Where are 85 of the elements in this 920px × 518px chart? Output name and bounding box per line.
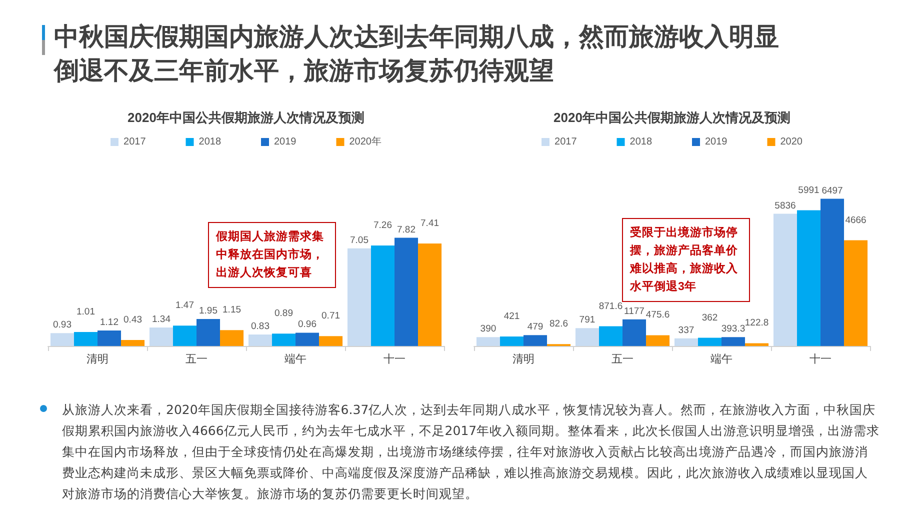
chart-title: 2020年中国公共假期旅游人次情况及预测 [128,110,364,125]
legend-label: 2018 [630,136,652,148]
bar [272,334,296,346]
bar [50,333,74,346]
bar [172,326,196,346]
bar [476,337,500,346]
bar [347,248,371,346]
x-tick-label: 端午 [284,352,306,366]
bar [121,340,145,346]
x-tick-label: 五一 [612,354,634,366]
bar [820,198,844,346]
x-tick-label: 端午 [710,352,732,366]
data-label: 0.71 [322,310,340,322]
data-label: 791 [579,314,596,326]
data-label: 475.6 [646,310,670,321]
bar [370,246,394,346]
legend-label: 2017 [124,136,146,148]
data-label: 0.43 [124,314,142,326]
data-label: 1177 [624,306,644,317]
bar [98,330,122,346]
data-label: 871.6 [598,300,623,312]
bar [773,214,797,346]
data-label: 337 [678,324,694,336]
bar [745,343,769,346]
data-label: 1.95 [199,306,218,317]
bar [722,337,746,346]
legend-label: 2020年 [349,136,382,148]
data-label: 1.12 [100,317,119,328]
bar [74,332,98,346]
x-tick-label: 清明 [86,352,108,366]
bar [698,338,722,346]
data-label: 7.41 [420,218,440,229]
data-label: 122.8 [744,318,769,329]
bar [796,210,820,346]
data-label: 479 [527,322,544,333]
data-label: 4666 [845,214,866,226]
data-label: 0.93 [52,320,72,331]
bar [418,243,442,346]
bar [524,335,548,346]
bar [500,336,524,346]
data-label: 393.3 [721,324,746,335]
bar [248,334,272,346]
data-label: 7.26 [373,220,392,232]
data-label: 7.82 [397,224,416,236]
bar [220,330,244,346]
bar [844,240,868,346]
data-label: 1.15 [222,304,242,316]
bar [319,336,343,346]
data-label: 5836 [774,200,796,212]
data-label: 7.05 [350,234,368,246]
bar [149,327,173,346]
bar [622,319,646,346]
data-label: 421 [504,310,520,322]
legend-label: 2017 [554,136,578,148]
text: 从旅游人次来看，2020年国庆假期全国接待游客6.37亿人次，达到去年同期八成水平，恢复情况较为喜人。然而，在旅游收入方面，中秋国庆假期累积国内旅游收入4666亿元人民币，约为去年七成水平，不足2017年收入额同期。整体看来，此次长假国人出游意识明显增强，出游需求集中在国内市场释放，但由于全球疫情仍处在高爆发期，出境游市场继续停摆，往年对旅游收入贡献占比较高出境游产品遇冷，而国内旅游消费业态构建尚未成形、景区大幅免票或降价、中高端度假及深度游产品稀缺，难以推高旅游交易规模。因此，此次旅游收入成绩难以显现国人对旅游市场的消费信心大举恢复。旅游市场的复苏仍需要更长时间观望。 [62,401,880,503]
legend-label: 2019 [274,136,297,148]
bar [674,338,698,346]
data-label: 362 [702,312,718,324]
bar [575,328,599,346]
data-label: 5991 [798,184,820,196]
data-label: 82.6 [550,318,568,330]
annotation: 受限于出境游市场停摆，旅游产品客单价难以推高，旅游收入水平倒退3年 [629,225,739,293]
data-label: 0.89 [274,308,293,320]
bar [196,319,220,346]
data-label: 0.96 [298,319,317,330]
chart-title: 2020年中国公共假期旅游人次情况及预测 [554,110,790,125]
legend-label: 2019 [705,136,728,148]
data-label: 0.83 [250,321,270,332]
annotation: 假期国人旅游需求集中释放在国内市场，出游人次恢复可喜 [215,229,324,279]
bar [394,238,418,346]
bar [646,335,670,346]
legend-label: 2018 [198,136,222,148]
x-tick-label: 清明 [512,352,534,366]
bar [598,326,622,346]
x-tick-label: 十一 [810,352,832,366]
legend-label: 2020 [780,136,803,148]
bar [296,332,320,346]
data-label: 390 [480,324,496,335]
data-label: 1.01 [76,306,95,318]
x-tick-label: 五一 [186,354,208,366]
data-label: 6497 [822,185,843,196]
x-tick-label: 十一 [384,352,406,366]
data-label: 1.47 [175,300,194,312]
text: 中秋国庆假期国内旅游人次达到去年同期八成，然而旅游收入明显倒退不及三年前水平，旅游市场复苏仍待观望 [54,21,780,87]
data-label: 1.34 [152,314,170,325]
